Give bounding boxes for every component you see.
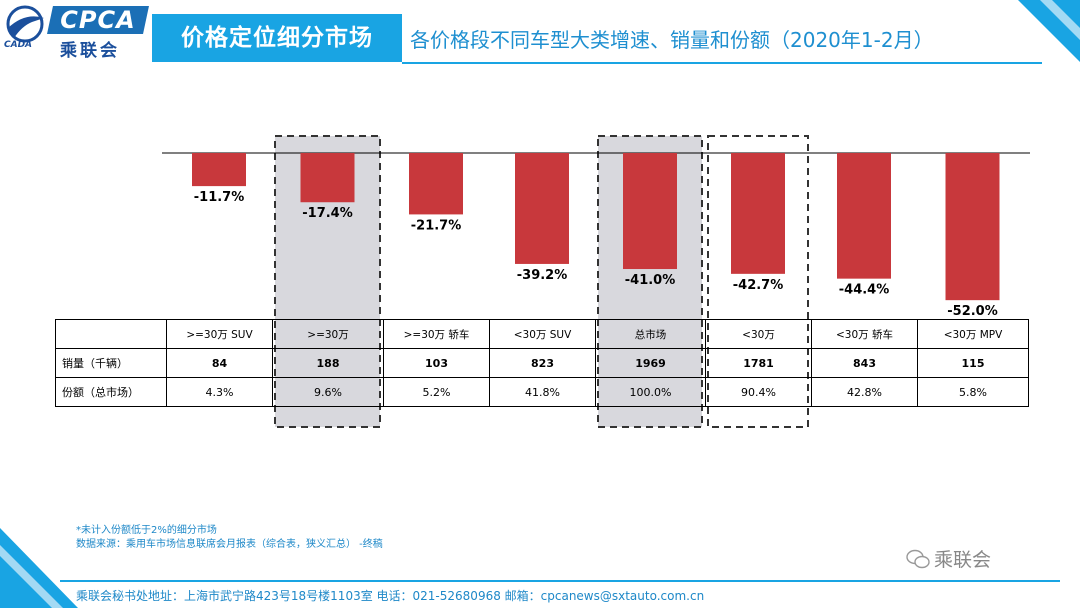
title-box: 价格定位细分市场 <box>152 14 402 62</box>
bar <box>945 153 1000 301</box>
logo-small-text: CADA <box>4 40 33 50</box>
footer-divider <box>60 580 1060 582</box>
table-header-cell: >=30万 <box>272 319 384 349</box>
table-cell: 103 <box>383 348 490 378</box>
footnote-source: 数据来源：乘用车市场信息联席会月报表（综合表，狭义汇总） -终稿 <box>76 539 383 550</box>
bar <box>837 153 891 279</box>
row-label: 销量（千辆） <box>55 348 167 378</box>
table-header-cell: <30万 MPV <box>917 319 1029 349</box>
table-cell: 1781 <box>705 348 812 378</box>
table-cell: 9.6% <box>272 377 384 407</box>
bar <box>731 153 785 274</box>
table-row-share: 份额（总市场） 4.3% 9.6% 5.2% 41.8% 100.0% 90.4… <box>55 377 1029 407</box>
footnote-line: *未计入份额低于2%的细分市场 <box>76 525 217 536</box>
bar <box>192 153 246 187</box>
table-cell: 5.2% <box>383 377 490 407</box>
table-cell: 1969 <box>595 348 706 378</box>
cpca-emblem-icon <box>6 5 44 43</box>
bar-value-label: -42.7% <box>733 278 784 293</box>
highlight-frame <box>707 135 809 428</box>
bar-value-label: -41.0% <box>625 273 676 288</box>
bar <box>623 153 677 270</box>
bar-value-label: -39.2% <box>517 268 568 283</box>
bar-value-label: -52.0% <box>947 304 998 319</box>
page-subtitle: 各价格段不同车型大类增速、销量和份额（2020年1-2月） <box>410 28 934 52</box>
table-row-sales: 销量（千辆） 84 188 103 823 1969 1781 843 115 <box>55 348 1029 378</box>
bar-value-label: -17.4% <box>302 206 353 221</box>
table-header-cell: >=30万 轿车 <box>383 319 490 349</box>
table-cell: 843 <box>811 348 918 378</box>
bar <box>300 153 355 203</box>
table-cell: 115 <box>917 348 1029 378</box>
footer-address: 乘联会秘书处地址：上海市武宁路423号18号楼1103室 电话：021-5268… <box>76 589 705 603</box>
table-header-cell: <30万 轿车 <box>811 319 918 349</box>
table-cell: 823 <box>489 348 596 378</box>
table-header-cell: <30万 <box>705 319 812 349</box>
footnote: *未计入份额低于2%的细分市场 数据来源：乘用车市场信息联席会月报表（综合表，狭… <box>76 524 383 552</box>
table-cell: 41.8% <box>489 377 596 407</box>
wechat-icon <box>906 549 930 569</box>
bar <box>515 153 569 264</box>
stats-table: >=30万 SUV >=30万 >=30万 轿车 <30万 SUV 总市场 <3… <box>55 319 1029 407</box>
page-title: 价格定位细分市场 <box>181 25 373 51</box>
table-cell: 90.4% <box>705 377 812 407</box>
bar-value-label: -11.7% <box>194 190 245 205</box>
table-header-cell: >=30万 SUV <box>166 319 273 349</box>
table-header-cell: <30万 SUV <box>489 319 596 349</box>
table-corner-cell <box>55 319 167 349</box>
bar-value-label: -21.7% <box>411 218 462 233</box>
table-cell: 188 <box>272 348 384 378</box>
table-header-cell: 总市场 <box>595 319 706 349</box>
logo-cn-text: 乘联会 <box>60 41 120 61</box>
row-label: 份额（总市场） <box>55 377 167 407</box>
header-divider <box>402 62 1042 64</box>
table-cell: 84 <box>166 348 273 378</box>
table-cell: 100.0% <box>595 377 706 407</box>
table-cell: 4.3% <box>166 377 273 407</box>
header: CADA CPCA 乘联会 价格定位细分市场 各价格段不同车型大类增速、销量和份… <box>0 0 1080 68</box>
table-header-row: >=30万 SUV >=30万 >=30万 轿车 <30万 SUV 总市场 <3… <box>55 319 1029 349</box>
table-cell: 42.8% <box>811 377 918 407</box>
watermark-text: 乘联会 <box>934 549 992 571</box>
bar-value-label: -44.4% <box>839 283 890 298</box>
bar <box>409 153 463 215</box>
table-cell: 5.8% <box>917 377 1029 407</box>
